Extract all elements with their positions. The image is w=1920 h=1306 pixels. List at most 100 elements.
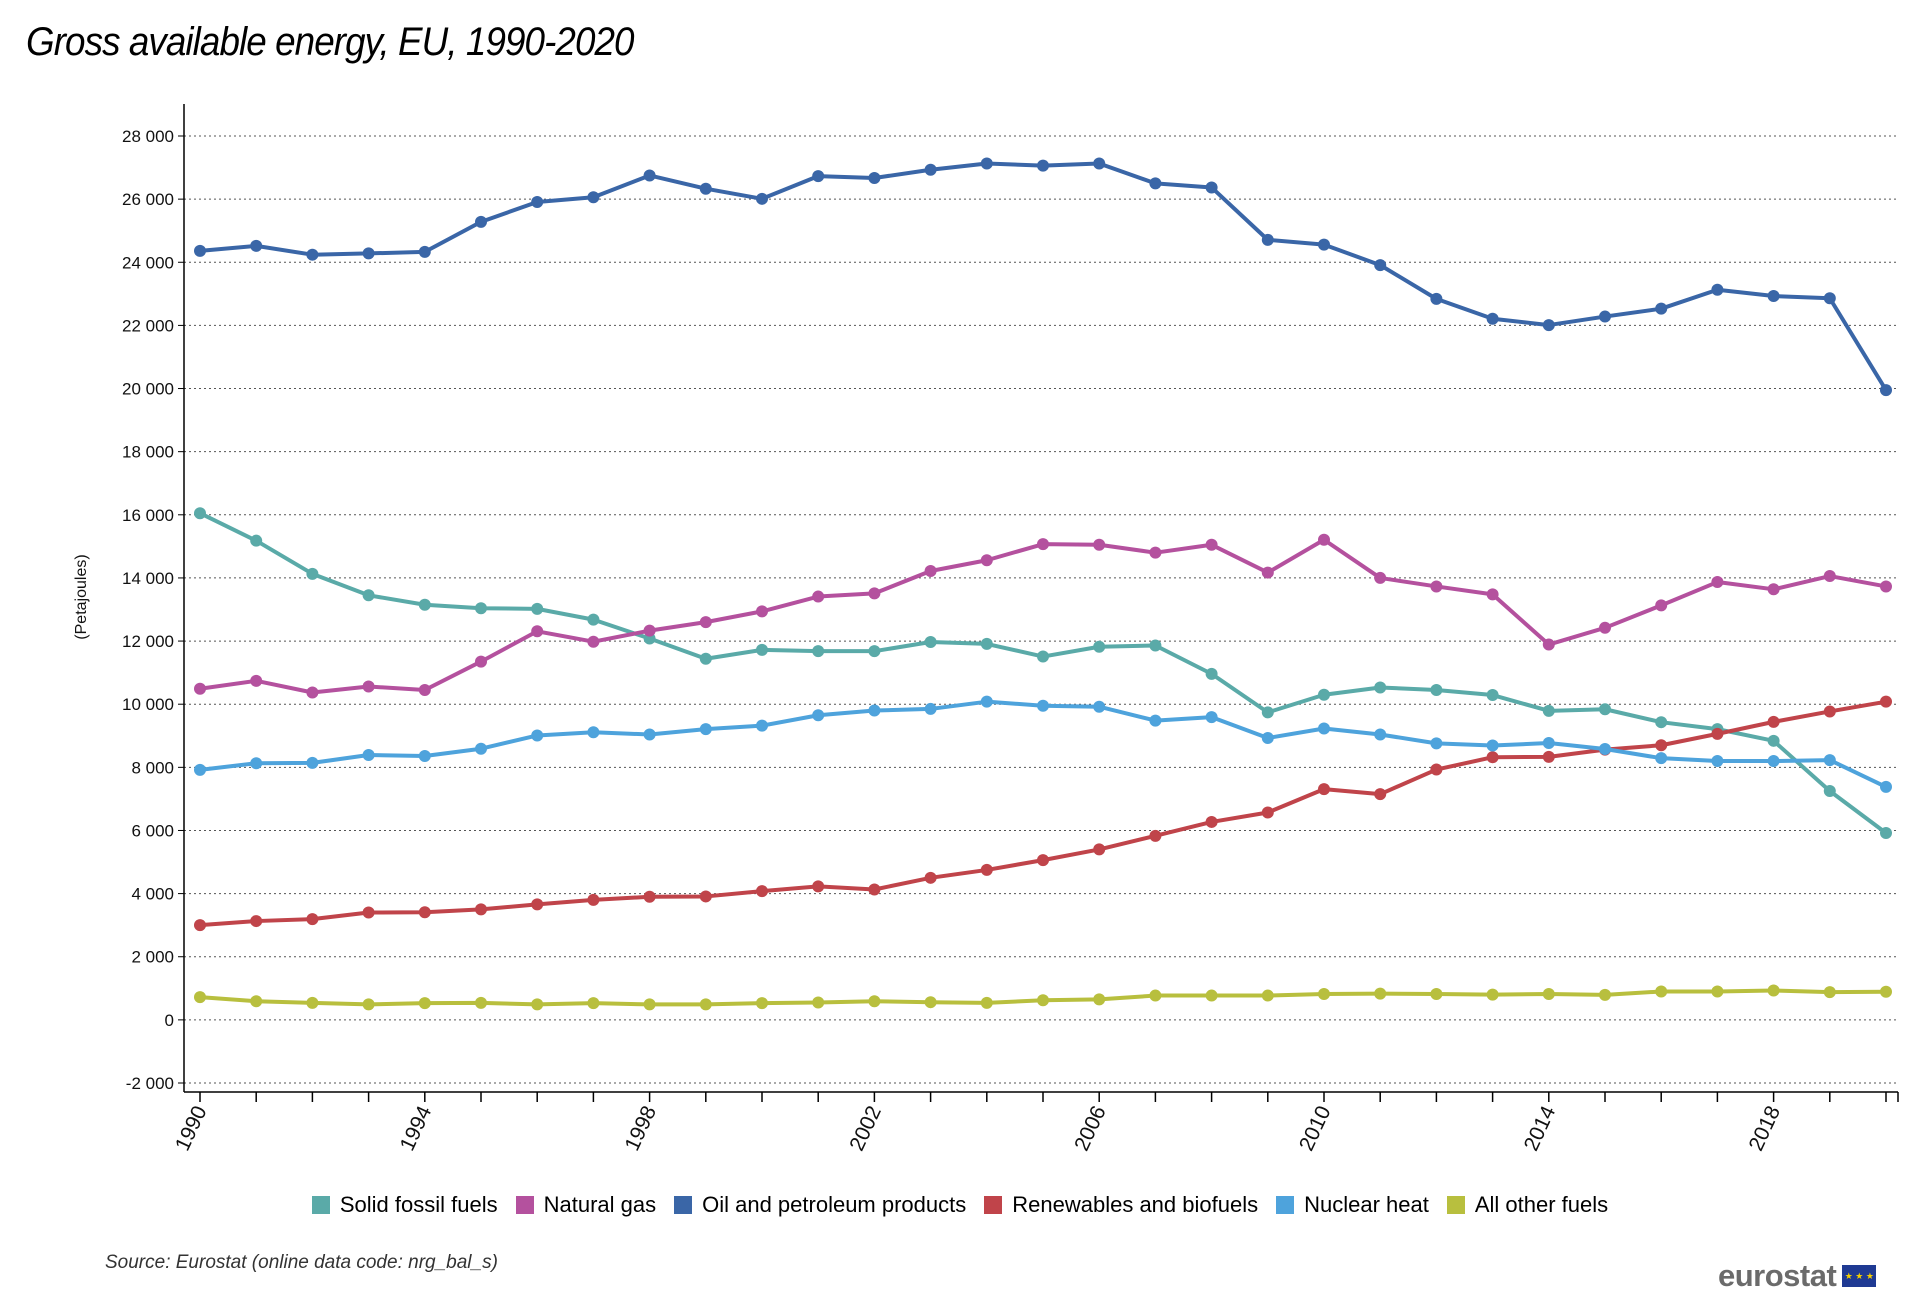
data-point[interactable]: [1823, 785, 1836, 798]
data-point[interactable]: [362, 680, 375, 693]
data-point[interactable]: [1767, 984, 1780, 997]
data-point[interactable]: [531, 602, 544, 615]
data-point[interactable]: [924, 702, 937, 715]
data-point[interactable]: [1823, 986, 1836, 999]
data-point[interactable]: [1542, 987, 1555, 1000]
data-point[interactable]: [643, 728, 656, 741]
data-point[interactable]: [306, 996, 319, 1009]
data-point[interactable]: [1599, 703, 1611, 716]
data-point[interactable]: [1374, 571, 1387, 584]
data-point[interactable]: [531, 195, 544, 208]
data-point[interactable]: [1261, 989, 1274, 1002]
legend-item[interactable]: All other fuels: [1446, 1192, 1608, 1218]
data-point[interactable]: [306, 248, 319, 261]
data-point[interactable]: [1430, 683, 1443, 696]
data-point[interactable]: [306, 567, 319, 580]
data-point[interactable]: [1880, 695, 1892, 708]
data-point[interactable]: [306, 913, 319, 926]
data-point[interactable]: [1205, 711, 1218, 724]
data-point[interactable]: [1205, 989, 1218, 1002]
data-point[interactable]: [924, 636, 937, 649]
data-point[interactable]: [1430, 737, 1443, 750]
data-point[interactable]: [1093, 843, 1106, 856]
data-point[interactable]: [250, 674, 263, 687]
data-point[interactable]: [1880, 985, 1892, 998]
data-point[interactable]: [1880, 826, 1892, 839]
data-point[interactable]: [699, 998, 712, 1011]
data-point[interactable]: [924, 871, 937, 884]
data-point[interactable]: [475, 903, 487, 916]
data-point[interactable]: [1261, 706, 1274, 719]
data-point[interactable]: [587, 997, 600, 1010]
data-point[interactable]: [924, 996, 937, 1009]
data-point[interactable]: [1486, 751, 1499, 764]
data-point[interactable]: [1205, 181, 1218, 194]
data-point[interactable]: [250, 757, 263, 770]
data-point[interactable]: [362, 998, 375, 1011]
data-point[interactable]: [643, 890, 656, 903]
data-point[interactable]: [699, 182, 712, 195]
data-point[interactable]: [1374, 259, 1387, 272]
data-point[interactable]: [980, 996, 993, 1009]
data-point[interactable]: [812, 709, 825, 722]
data-point[interactable]: [306, 756, 319, 769]
data-point[interactable]: [1711, 985, 1724, 998]
data-point[interactable]: [250, 915, 263, 928]
legend-item[interactable]: Natural gas: [515, 1192, 656, 1218]
data-point[interactable]: [1880, 780, 1892, 793]
data-point[interactable]: [1542, 638, 1555, 651]
data-point[interactable]: [531, 729, 544, 742]
data-point[interactable]: [756, 997, 768, 1010]
data-point[interactable]: [587, 613, 600, 626]
data-point[interactable]: [980, 637, 993, 650]
data-point[interactable]: [1823, 754, 1836, 767]
data-point[interactable]: [1655, 599, 1668, 612]
data-point[interactable]: [1542, 750, 1555, 763]
data-point[interactable]: [1823, 705, 1836, 718]
data-point[interactable]: [194, 763, 206, 776]
data-point[interactable]: [643, 998, 656, 1011]
data-point[interactable]: [587, 191, 600, 204]
data-point[interactable]: [1037, 159, 1049, 172]
legend-item[interactable]: Renewables and biofuels: [984, 1192, 1258, 1218]
data-point[interactable]: [1542, 737, 1555, 750]
data-point[interactable]: [587, 893, 600, 906]
legend-item[interactable]: Oil and petroleum products: [674, 1192, 966, 1218]
data-point[interactable]: [194, 682, 206, 695]
data-point[interactable]: [924, 163, 937, 176]
data-point[interactable]: [1486, 588, 1499, 601]
data-point[interactable]: [1599, 743, 1611, 756]
data-point[interactable]: [362, 589, 375, 602]
data-point[interactable]: [1318, 533, 1330, 546]
data-point[interactable]: [475, 742, 487, 755]
data-point[interactable]: [868, 704, 881, 717]
data-point[interactable]: [1374, 987, 1387, 1000]
data-point[interactable]: [812, 170, 825, 183]
data-point[interactable]: [418, 683, 431, 696]
data-point[interactable]: [1093, 640, 1106, 653]
data-point[interactable]: [1599, 988, 1611, 1001]
data-point[interactable]: [980, 695, 993, 708]
data-point[interactable]: [1486, 988, 1499, 1001]
legend-item[interactable]: Solid fossil fuels: [311, 1192, 498, 1218]
data-point[interactable]: [1542, 319, 1555, 332]
data-point[interactable]: [1205, 667, 1218, 680]
data-point[interactable]: [980, 554, 993, 567]
data-point[interactable]: [699, 890, 712, 903]
data-point[interactable]: [1599, 621, 1611, 634]
data-point[interactable]: [1318, 722, 1330, 735]
data-point[interactable]: [418, 906, 431, 919]
data-point[interactable]: [1093, 700, 1106, 713]
data-point[interactable]: [1149, 714, 1162, 727]
data-point[interactable]: [1037, 994, 1049, 1007]
data-point[interactable]: [756, 192, 768, 205]
data-point[interactable]: [868, 587, 881, 600]
data-point[interactable]: [1880, 580, 1892, 593]
data-point[interactable]: [1374, 681, 1387, 694]
data-point[interactable]: [1374, 788, 1387, 801]
data-point[interactable]: [1767, 734, 1780, 747]
data-point[interactable]: [531, 898, 544, 911]
data-point[interactable]: [587, 726, 600, 739]
data-point[interactable]: [1430, 292, 1443, 305]
data-point[interactable]: [699, 723, 712, 736]
